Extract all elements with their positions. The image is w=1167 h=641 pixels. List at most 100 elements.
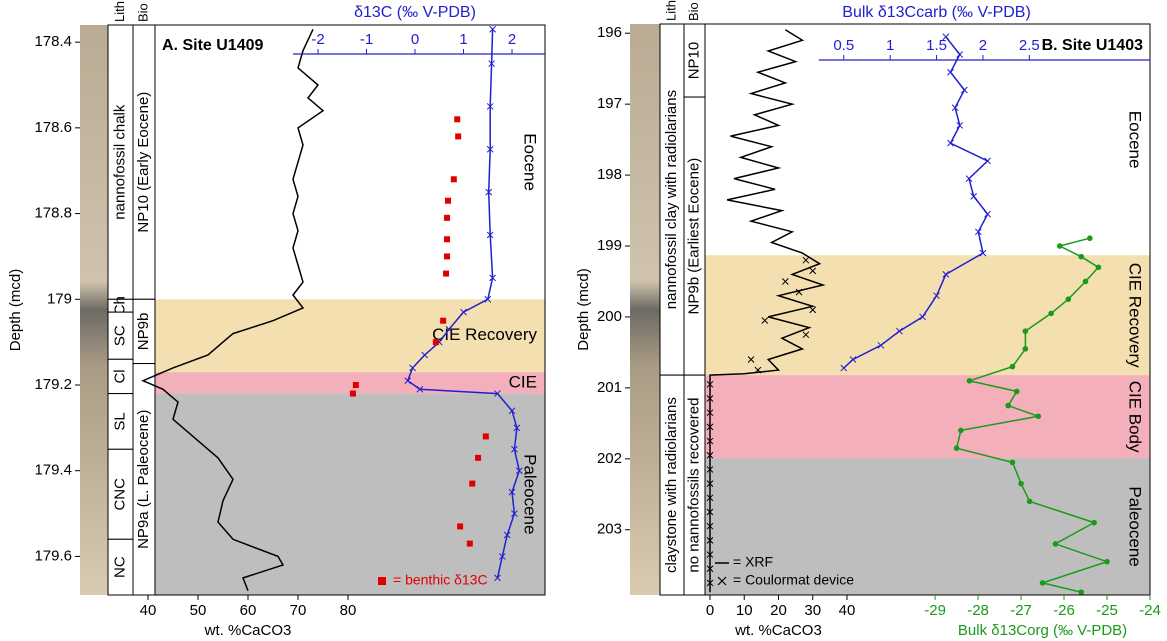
interval-band <box>155 393 545 595</box>
data-point <box>1056 243 1063 249</box>
data-point <box>1078 253 1085 260</box>
data-point <box>457 523 464 530</box>
lith-label: SC <box>111 325 128 346</box>
x2-tick-label: 2.5 <box>1019 37 1040 54</box>
data-point <box>795 288 803 296</box>
interval-label: Paleocene <box>1126 486 1145 566</box>
data-point <box>809 267 817 275</box>
data-point <box>809 306 817 314</box>
data-point <box>1095 264 1102 271</box>
interval-band <box>155 372 545 394</box>
lith-label: NC <box>111 556 128 578</box>
interval-label: Eocene <box>1126 111 1145 169</box>
data-point <box>486 145 494 153</box>
data-point <box>1065 296 1072 303</box>
x-tick-label: 40 <box>839 602 856 619</box>
data-point <box>1009 459 1016 466</box>
bio-label: NP9b <box>135 313 152 351</box>
x-axis-label: wt. %CaCO3 <box>734 622 822 639</box>
data-point <box>706 466 714 473</box>
data-point <box>1048 310 1054 317</box>
data-point <box>761 317 769 324</box>
x-axis-label: Bulk δ13Corg (‰ V-PDB) <box>958 622 1127 639</box>
data-point <box>706 409 714 417</box>
interval-band <box>155 299 545 373</box>
data-point <box>1104 558 1110 565</box>
lith-unit <box>107 393 134 450</box>
interval-label: CIE Recovery <box>432 325 537 344</box>
data-point <box>706 508 714 516</box>
interval-label: Paleocene <box>521 454 540 534</box>
y-tick-label: 200 <box>597 308 622 325</box>
y-axis-label: Depth (mcd) <box>575 268 592 351</box>
data-point <box>956 122 964 129</box>
data-point <box>1005 402 1011 409</box>
data-point <box>970 193 978 200</box>
data-point <box>942 271 950 278</box>
data-line <box>955 237 1110 593</box>
data-point <box>460 308 467 316</box>
interval-band <box>705 375 1150 459</box>
data-point <box>444 236 451 243</box>
lith-unit <box>107 538 134 596</box>
data-point <box>1018 480 1024 487</box>
data-point <box>349 390 356 397</box>
y-tick-label: 179 <box>47 290 72 307</box>
x2-axis-label: δ13C (‰ V-PDB) <box>354 4 476 21</box>
x-tick-label: -28 <box>967 602 989 619</box>
lith-label: CNC <box>111 478 128 511</box>
interval-band <box>705 255 1150 376</box>
data-point <box>754 366 762 374</box>
data-point <box>443 270 450 277</box>
data-point <box>1013 388 1020 395</box>
x2-tick-label: -1 <box>360 31 373 48</box>
data-point <box>432 339 439 346</box>
data-point <box>488 60 496 67</box>
lith-unit <box>107 24 134 300</box>
y-axis-label: Depth (mcd) <box>7 269 24 352</box>
data-point <box>1087 235 1093 242</box>
x2-tick-label: -2 <box>311 31 324 48</box>
core-photo <box>630 24 660 595</box>
x-tick-label: 60 <box>240 602 257 619</box>
data-point <box>498 553 506 560</box>
legend-symbol <box>378 577 386 585</box>
data-point <box>466 540 473 547</box>
lith-label: Cl <box>111 369 128 383</box>
data-point <box>1022 328 1029 334</box>
interval-band <box>155 25 545 300</box>
data-point <box>1091 519 1097 526</box>
data-point <box>352 382 359 388</box>
bio-label: NP10 <box>685 42 702 80</box>
panel-title: A. Site U1409 <box>162 37 263 54</box>
interval-band <box>705 24 1150 256</box>
data-point <box>1039 580 1046 586</box>
data-point <box>508 488 516 496</box>
core-photo <box>80 25 108 595</box>
data-point <box>489 274 496 282</box>
bio-label: no nannofossils recovered <box>685 398 702 573</box>
lith-label: SL <box>111 412 128 430</box>
legend-label: = benthic δ13C <box>393 572 488 588</box>
y-tick-label: 178.8 <box>34 205 72 222</box>
data-point <box>706 565 714 573</box>
x-tick-label: 50 <box>190 602 207 619</box>
x-axis-label: wt. %CaCO3 <box>204 622 292 639</box>
data-point <box>445 325 453 333</box>
data-point <box>706 522 714 530</box>
data-point <box>486 103 494 110</box>
data-point <box>1078 589 1085 595</box>
data-point <box>706 551 714 558</box>
data-point <box>444 253 451 260</box>
data-point <box>919 313 926 321</box>
y-tick-label: 201 <box>597 379 622 396</box>
data-point <box>947 139 954 147</box>
legend-label: = Coulormat device <box>733 572 854 588</box>
data-point <box>706 579 714 587</box>
data-point <box>482 433 489 440</box>
data-point <box>486 231 494 239</box>
x2-axis-label: Bulk δ13Ccarb (‰ V-PDB) <box>842 4 1031 21</box>
data-point <box>706 423 714 431</box>
data-point <box>947 68 954 76</box>
lith-label: nannofossil chalk <box>111 104 128 220</box>
